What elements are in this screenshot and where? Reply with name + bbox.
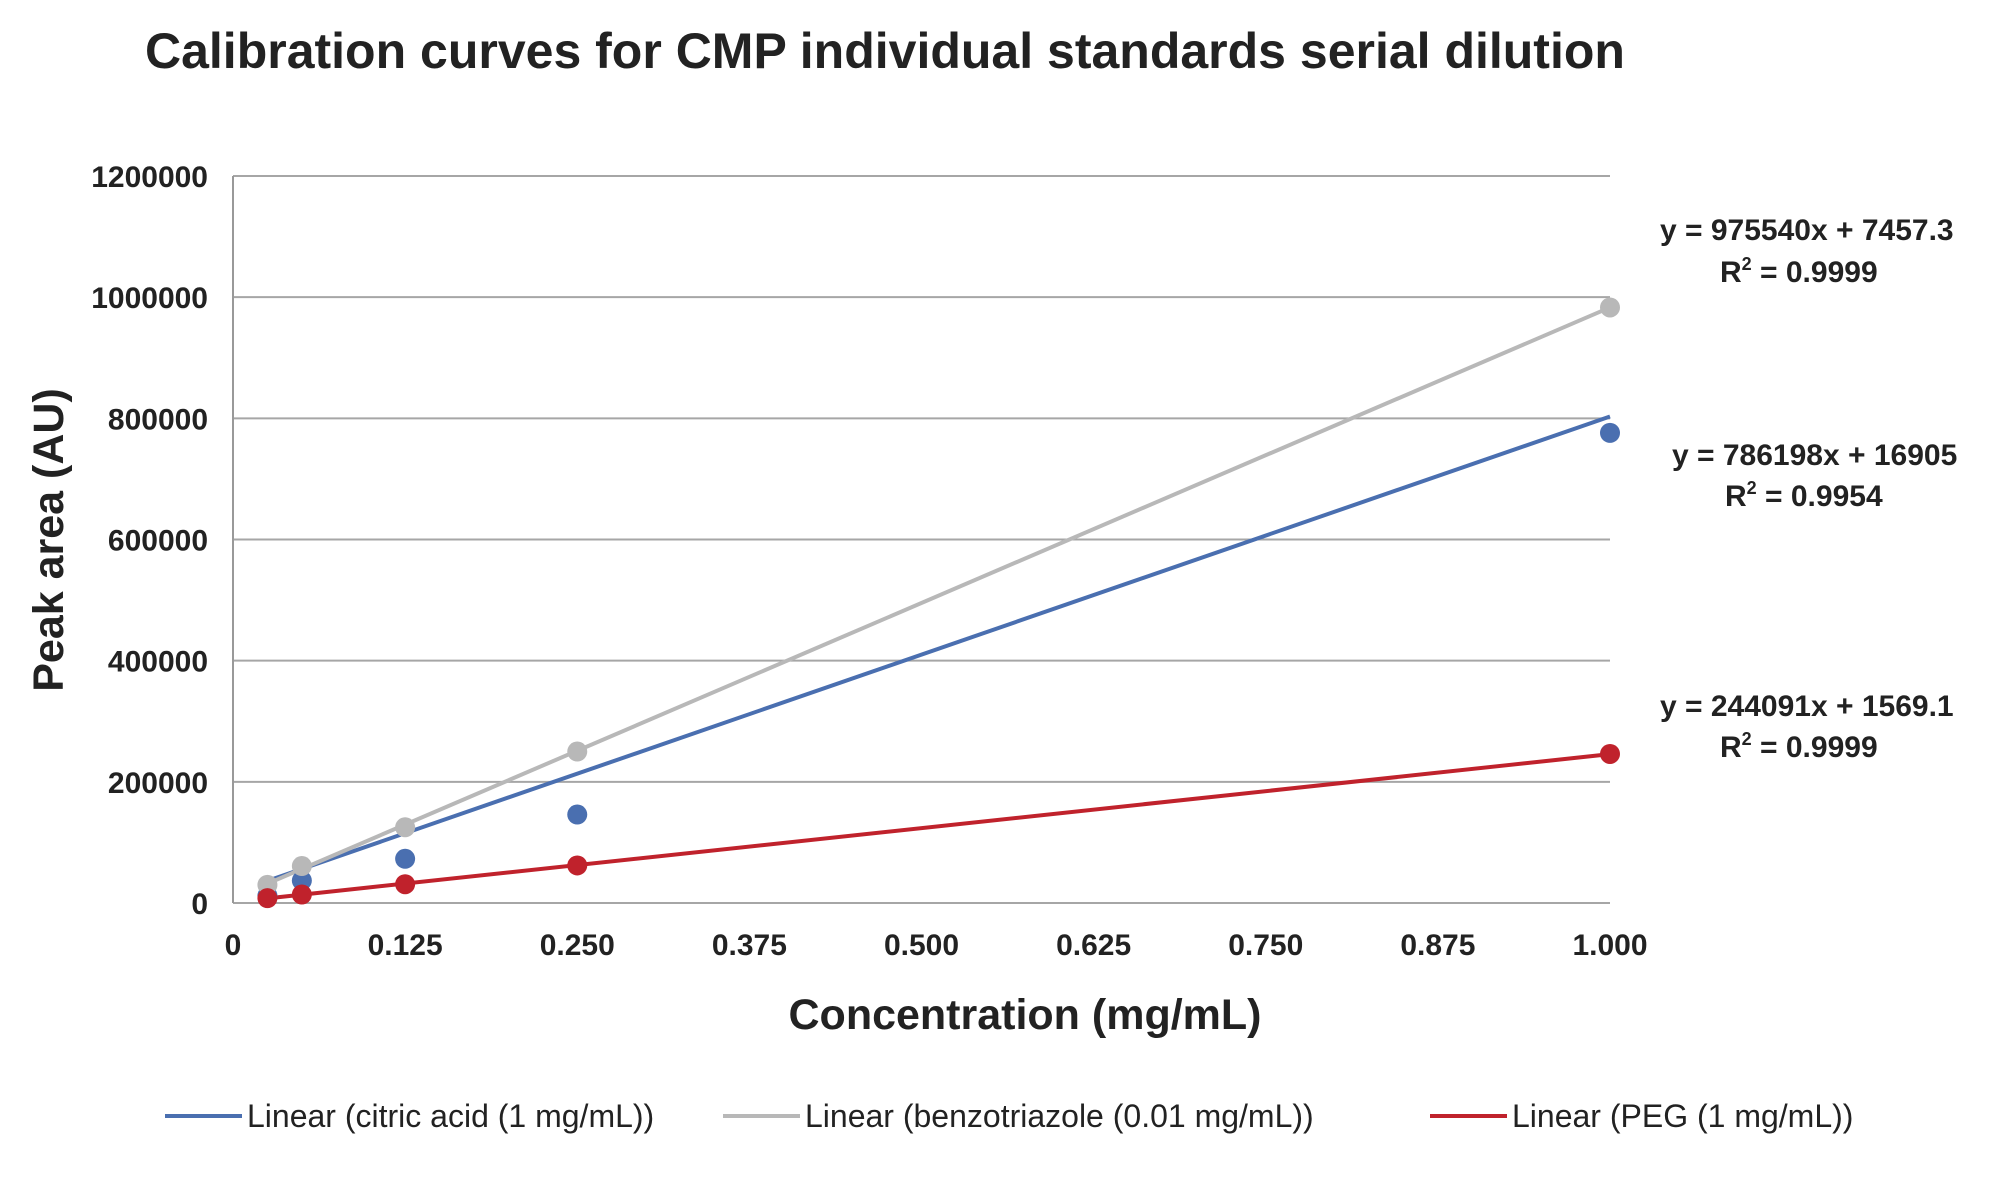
r-squared-peg: R2 = 0.9999 [1720,729,1878,764]
x-axis-label: Concentration (mg/mL) [789,991,1262,1039]
trendline-peg [267,752,1611,901]
equation-citric: y = 786198x + 16905 [1672,439,1957,472]
point-peg [567,855,588,876]
y-axis-label: Peak area (AU) [25,388,73,692]
point-citric [1600,422,1620,443]
legend-label-citric: Linear (citric acid (1 mg/mL)) [247,1098,654,1134]
y-tick-label: 600000 [108,525,208,558]
point-citric [567,804,588,825]
point-benzotriazole [291,856,312,877]
trendline-equations: y = 786198x + 16905 R2 = 0.9954 y = 975540… [1660,214,1957,764]
y-tick-label: 400000 [108,646,208,679]
y-tick-label: 1000000 [91,282,208,315]
y-tick-label: 0 [191,888,208,921]
point-peg [291,884,312,905]
x-tick-label: 0.750 [1228,929,1303,962]
y-tick-label: 200000 [108,767,208,800]
legend: Linear (citric acid (1 mg/mL)) Linear (be… [165,1098,1853,1134]
point-citric [291,870,312,891]
data-points [257,297,1620,909]
r-squared-citric: R2 = 0.9954 [1725,478,1883,513]
gridlines [233,175,1610,904]
equation-benzotriazole: y = 975540x + 7457.3 [1660,214,1954,247]
point-peg [395,874,416,895]
point-benzotriazole [567,741,588,762]
x-tick-label: 0.500 [884,929,959,962]
x-tick-label: 0.625 [1056,929,1131,962]
x-tick-labels: 0 0.125 0.250 0.375 0.500 0.625 0.750 0.875 1.00… [225,929,1648,962]
x-tick-label: 0.375 [712,929,787,962]
point-benzotriazole [1600,297,1620,318]
y-tick-label: 1200000 [91,161,208,194]
r-squared-benzotriazole: R2 = 0.9999 [1720,254,1878,289]
x-tick-label: 1.000 [1572,929,1647,962]
y-tick-label: 800000 [108,403,208,436]
legend-label-peg: Linear (PEG (1 mg/mL)) [1512,1098,1853,1134]
x-tick-label: 0.125 [368,929,443,962]
y-tick-labels: 0 200000 400000 600000 800000 1000000 1200000 [91,161,208,921]
chart-title: Calibration curves for CMP individual st… [145,23,1625,79]
trendline-benzotriazole [266,305,1611,886]
x-tick-label: 0 [225,929,242,962]
point-citric [395,848,416,869]
x-tick-label: 0.250 [540,929,615,962]
point-benzotriazole [395,817,416,838]
trendline-citric [266,414,1611,883]
point-peg [1600,743,1620,764]
equation-peg: y = 244091x + 1569.1 [1660,690,1954,723]
point-peg [257,888,278,909]
legend-label-benzotriazole: Linear (benzotriazole (0.01 mg/mL)) [805,1098,1314,1134]
x-tick-label: 0.875 [1400,929,1475,962]
trendlines [266,305,1611,901]
